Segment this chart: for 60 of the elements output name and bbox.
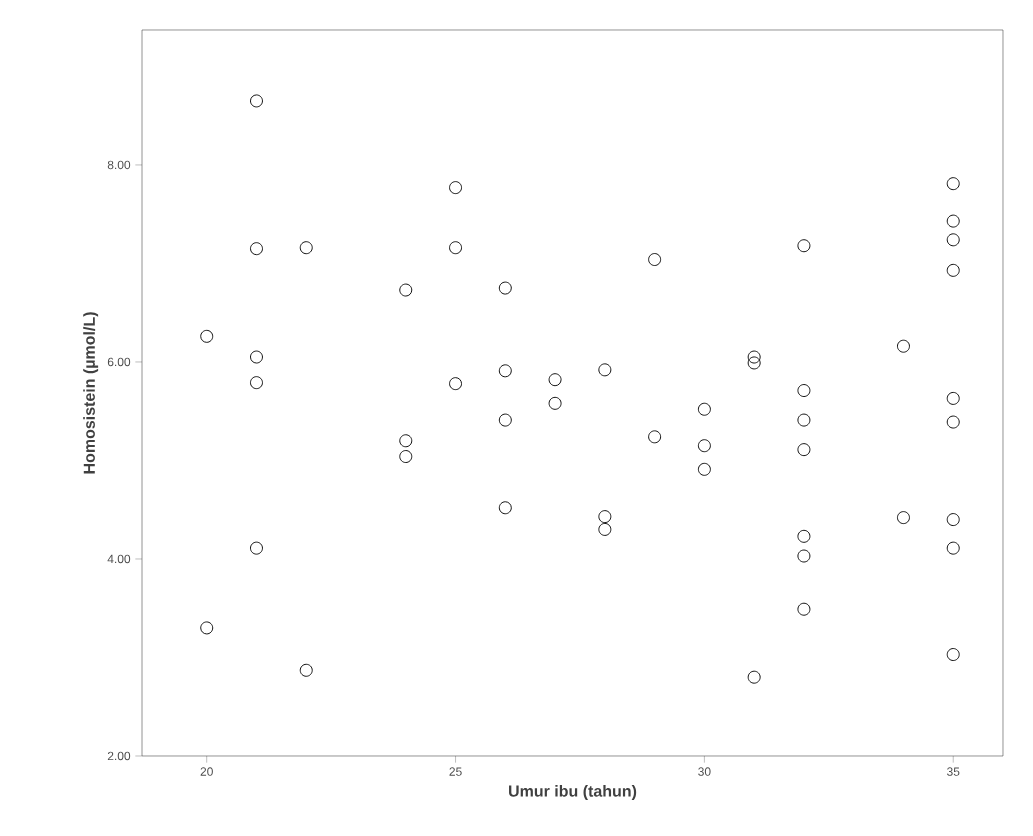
point xyxy=(946,648,960,661)
point xyxy=(797,384,811,397)
point xyxy=(399,283,413,297)
point xyxy=(449,181,463,195)
point xyxy=(498,364,512,378)
point xyxy=(648,253,662,266)
y-tick-label: 4.00 xyxy=(107,554,131,564)
point xyxy=(250,376,263,390)
point xyxy=(896,339,910,353)
point xyxy=(946,233,960,247)
point xyxy=(598,363,612,377)
point xyxy=(498,413,512,427)
point xyxy=(598,522,612,536)
x-axis-title: Umur ibu (tahun) xyxy=(509,785,637,800)
point xyxy=(797,549,811,563)
point xyxy=(399,434,413,448)
point xyxy=(797,602,811,616)
point xyxy=(250,94,263,108)
point xyxy=(200,329,214,343)
point xyxy=(946,541,960,555)
point xyxy=(697,402,711,416)
point xyxy=(946,214,960,228)
point xyxy=(946,513,960,527)
y-tick-label: 8.00 xyxy=(107,160,131,170)
point xyxy=(598,510,612,524)
y-tick-label: 6.00 xyxy=(107,357,131,367)
point xyxy=(299,241,313,255)
point xyxy=(399,450,413,463)
point xyxy=(797,443,811,457)
point xyxy=(747,350,761,364)
point xyxy=(797,413,811,427)
y-axis-title: Homosistein (µmol/L) xyxy=(83,312,99,474)
point xyxy=(250,242,263,256)
point xyxy=(697,439,711,453)
point xyxy=(747,670,761,684)
point xyxy=(449,377,463,391)
point xyxy=(250,541,263,555)
point xyxy=(797,529,811,543)
y-tick-label: 2.00 xyxy=(107,751,131,761)
point xyxy=(946,415,960,429)
point xyxy=(548,373,562,387)
x-tick-label: 35 xyxy=(947,767,960,776)
point xyxy=(896,511,910,525)
point xyxy=(498,501,512,515)
point xyxy=(797,239,811,253)
point xyxy=(946,263,960,277)
point xyxy=(548,396,562,410)
point xyxy=(697,462,711,476)
point xyxy=(200,621,214,635)
point xyxy=(299,663,313,677)
point xyxy=(250,350,263,364)
point xyxy=(498,281,512,295)
point xyxy=(449,241,463,255)
point xyxy=(946,177,960,191)
x-tick-label: 30 xyxy=(698,767,711,776)
point xyxy=(747,356,761,370)
x-tick-label: 25 xyxy=(449,767,462,776)
point xyxy=(648,430,662,444)
x-tick-label: 20 xyxy=(200,767,213,776)
point xyxy=(946,391,960,405)
